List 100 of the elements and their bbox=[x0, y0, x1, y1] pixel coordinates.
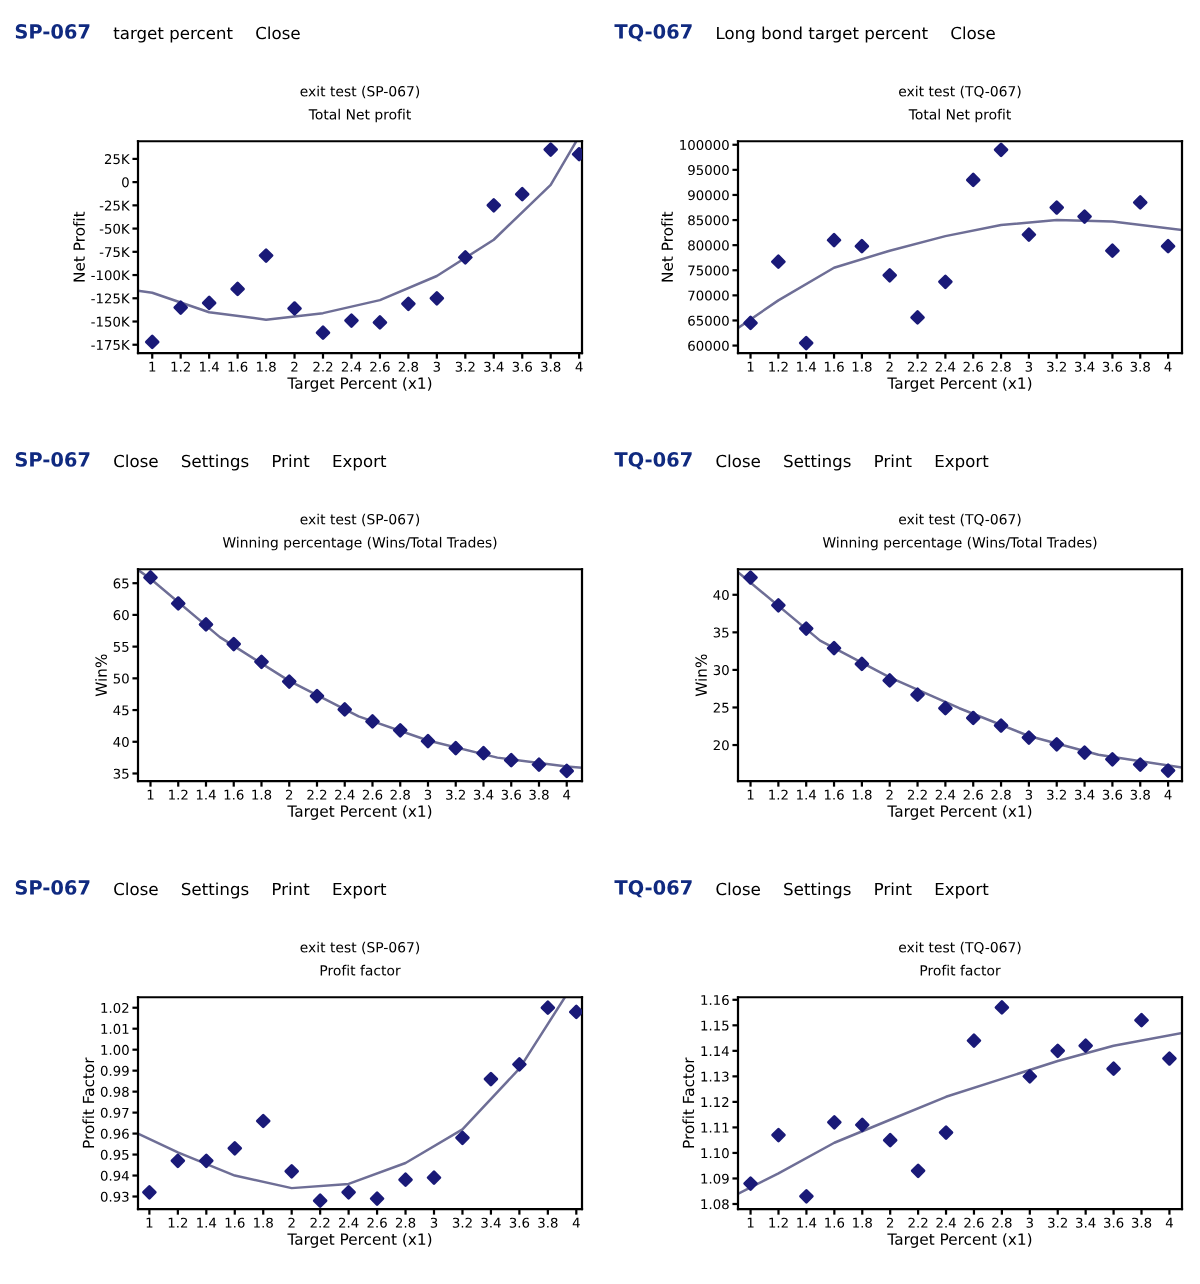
point bbox=[1078, 1038, 1093, 1054]
point bbox=[882, 1132, 898, 1148]
point bbox=[882, 673, 897, 688]
point bbox=[309, 688, 325, 704]
point bbox=[170, 596, 186, 611]
point bbox=[1106, 1061, 1121, 1076]
point bbox=[569, 1004, 582, 1020]
point bbox=[540, 1000, 556, 1016]
point bbox=[965, 710, 981, 726]
text: SP-067 bbox=[15, 452, 90, 467]
point bbox=[993, 142, 1009, 158]
point bbox=[743, 570, 758, 585]
text: SP-067 bbox=[15, 24, 90, 39]
point bbox=[543, 142, 558, 157]
point bbox=[512, 1057, 527, 1072]
point bbox=[398, 1172, 413, 1188]
point bbox=[1132, 757, 1148, 772]
line-series bbox=[738, 218, 1182, 330]
point bbox=[142, 1185, 157, 1200]
point bbox=[344, 313, 359, 328]
point bbox=[254, 654, 269, 670]
point bbox=[1105, 243, 1120, 258]
point bbox=[201, 295, 217, 311]
point bbox=[1021, 227, 1037, 242]
point bbox=[287, 301, 302, 316]
point bbox=[173, 300, 188, 315]
point bbox=[827, 1115, 842, 1130]
text: Print bbox=[875, 454, 912, 468]
text: Print bbox=[875, 882, 912, 896]
point bbox=[910, 1163, 926, 1179]
point bbox=[854, 1117, 870, 1133]
point bbox=[1049, 737, 1065, 752]
text: Settings bbox=[784, 454, 851, 471]
point bbox=[1162, 1051, 1177, 1066]
point bbox=[882, 268, 897, 283]
point bbox=[315, 325, 331, 340]
point bbox=[226, 636, 242, 652]
point bbox=[1050, 1043, 1066, 1059]
point bbox=[255, 1113, 271, 1129]
point bbox=[514, 186, 530, 202]
text: Print bbox=[273, 882, 310, 896]
point bbox=[938, 274, 953, 290]
text: Export bbox=[935, 882, 989, 899]
point bbox=[143, 570, 158, 585]
point bbox=[1160, 763, 1176, 778]
point bbox=[798, 335, 814, 351]
point bbox=[455, 1130, 470, 1146]
point bbox=[910, 687, 925, 702]
point bbox=[392, 723, 408, 738]
point bbox=[993, 718, 1009, 733]
point bbox=[994, 1000, 1010, 1015]
point bbox=[483, 1071, 499, 1087]
point bbox=[426, 1170, 442, 1185]
point bbox=[227, 1140, 243, 1156]
point bbox=[826, 232, 842, 248]
line-series bbox=[738, 1031, 1182, 1196]
point bbox=[826, 640, 842, 656]
point bbox=[312, 1193, 328, 1208]
point bbox=[771, 598, 786, 613]
point bbox=[1160, 238, 1176, 254]
point bbox=[1021, 730, 1037, 745]
text: Print bbox=[273, 454, 310, 468]
point bbox=[1077, 745, 1092, 760]
text: Long bond target percent bbox=[717, 26, 928, 43]
text: target percent bbox=[113, 27, 233, 43]
point bbox=[372, 315, 388, 330]
text: Settings bbox=[784, 882, 851, 899]
point bbox=[531, 757, 547, 772]
point bbox=[966, 1033, 982, 1048]
point bbox=[910, 310, 925, 325]
point bbox=[1134, 1012, 1149, 1028]
text: SP-067 bbox=[15, 880, 90, 895]
point bbox=[476, 745, 491, 761]
point bbox=[199, 1153, 214, 1169]
line-series bbox=[138, 141, 578, 321]
point bbox=[1105, 752, 1120, 767]
point bbox=[854, 238, 870, 254]
point bbox=[458, 250, 473, 265]
point bbox=[1077, 209, 1092, 224]
point bbox=[365, 714, 380, 729]
point bbox=[938, 1125, 954, 1140]
text: Close bbox=[716, 454, 760, 468]
point bbox=[559, 763, 575, 779]
point bbox=[369, 1191, 385, 1206]
text: Export bbox=[333, 882, 387, 899]
point bbox=[429, 291, 445, 306]
text: TQ-067 bbox=[614, 452, 692, 470]
point bbox=[337, 702, 353, 717]
point bbox=[170, 1153, 186, 1169]
text: Close bbox=[951, 26, 995, 40]
point bbox=[341, 1185, 356, 1200]
point bbox=[771, 254, 786, 270]
point bbox=[771, 1127, 786, 1143]
point bbox=[198, 617, 214, 632]
text: Close bbox=[716, 882, 760, 896]
text: Close bbox=[114, 882, 158, 896]
point bbox=[230, 281, 245, 297]
text: Export bbox=[333, 454, 387, 471]
point bbox=[420, 733, 436, 749]
point bbox=[284, 1164, 299, 1179]
